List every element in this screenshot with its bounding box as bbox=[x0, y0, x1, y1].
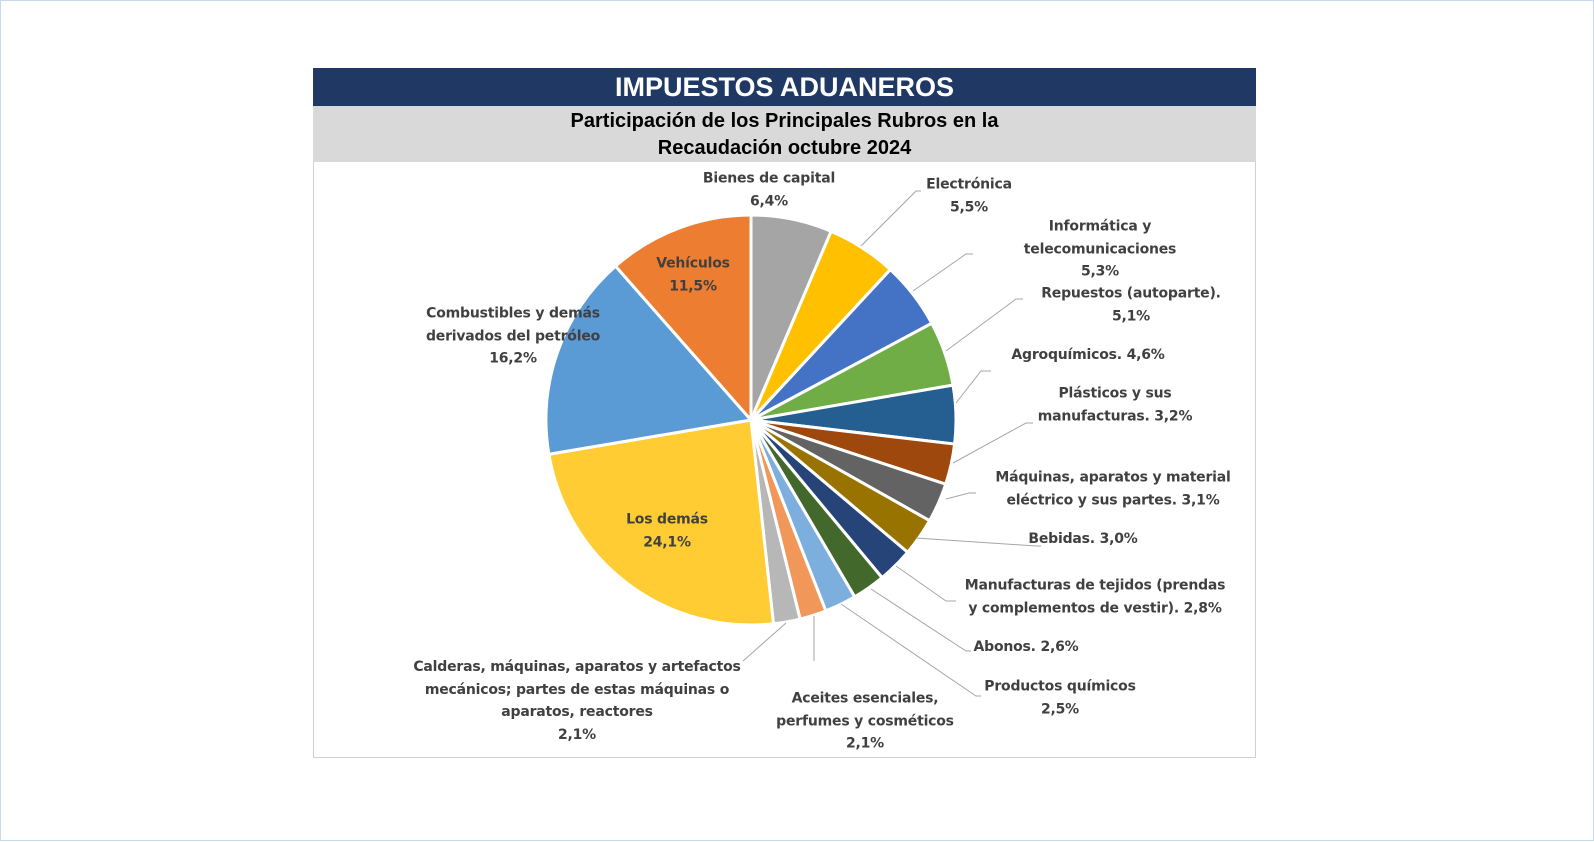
slice-label: Máquinas, aparatos y material eléctrico y… bbox=[995, 467, 1230, 512]
leader-line bbox=[915, 537, 1041, 547]
slice-label-line: Bebidas. 3,0% bbox=[1028, 530, 1138, 547]
slice-label-line: aparatos, reactores bbox=[501, 704, 653, 720]
slice-label-line: derivados del petróleo bbox=[425, 327, 601, 344]
leader-line bbox=[870, 588, 971, 652]
slice-label-line: Plásticos y sus bbox=[1058, 385, 1172, 402]
slice-label: Repuestos (autoparte). 5,1% bbox=[1041, 283, 1221, 328]
leader-line bbox=[945, 298, 1023, 352]
leader-line bbox=[742, 622, 787, 662]
slice-label: Combustibles y demás derivados del petról… bbox=[426, 302, 600, 370]
pie-slice bbox=[544, 264, 754, 456]
slice-label-line: manufacturas. 3,2% bbox=[1037, 408, 1193, 424]
slice-label-line: 5,3% bbox=[1080, 263, 1120, 280]
slice-label-line: 2,1% bbox=[845, 735, 885, 752]
slice-label: Aceites esenciales, perfumes y cosméticos… bbox=[776, 687, 954, 755]
slice-label-line: Bienes de capital bbox=[702, 170, 836, 187]
slice-label-line: Máquinas, aparatos y material bbox=[995, 469, 1231, 486]
slice-label: Plásticos y sus manufacturas. 3,2% bbox=[1038, 383, 1193, 428]
slice-label-line: Informática y bbox=[1048, 218, 1152, 235]
slice-label: Bebidas. 3,0% bbox=[1028, 528, 1137, 551]
slice-label-line: Vehículos bbox=[656, 255, 730, 272]
slice-label-line: Combustibles y demás bbox=[426, 305, 600, 322]
slice-label-line: y complementos de vestir). 2,8% bbox=[968, 600, 1222, 616]
slice-label: Abonos. 2,6% bbox=[973, 636, 1078, 659]
chart-title-line-1: Participación de los Principales Rubros … bbox=[570, 110, 999, 132]
slice-label-line: Calderas, máquinas, aparatos y artefacto… bbox=[413, 659, 741, 675]
slice-label-line: 5,5% bbox=[949, 199, 989, 215]
leader-line bbox=[952, 422, 1033, 464]
leader-line bbox=[860, 190, 921, 247]
slice-label-line: perfumes y cosméticos bbox=[776, 712, 954, 729]
leader-line bbox=[840, 603, 981, 697]
slice-label: Informática y telecomunicaciones 5,3% bbox=[1023, 215, 1177, 283]
slice-label: Manufacturas de tejidos (prendas y comple… bbox=[965, 575, 1226, 620]
leader-line bbox=[912, 253, 973, 292]
slice-label-line: Electrónica bbox=[926, 176, 1012, 193]
leader-line bbox=[945, 492, 976, 500]
slice-label: Productos químicos 2,5% bbox=[984, 676, 1136, 721]
chart-title: Participación de los Principales Rubros … bbox=[313, 106, 1256, 162]
slice-label-line: Los demás bbox=[626, 511, 708, 528]
slice-label: Electrónica 5,5% bbox=[926, 174, 1012, 219]
chart-title-line-2: Recaudación octubre 2024 bbox=[657, 137, 912, 159]
slice-label: Vehículos 11,5% bbox=[656, 253, 730, 298]
slice-label-line: mecánicos; partes de estas máquinas o bbox=[424, 681, 730, 698]
leader-line bbox=[895, 565, 956, 602]
pie-slice bbox=[547, 418, 776, 627]
slice-label-line: telecomunicaciones bbox=[1023, 240, 1177, 257]
header-title: IMPUESTOS ADUANEROS bbox=[313, 68, 1256, 106]
slice-label-line: Manufacturas de tejidos (prendas bbox=[964, 577, 1226, 594]
slice-label-line: 24,1% bbox=[643, 534, 691, 550]
slice-label-line: Productos químicos bbox=[984, 678, 1136, 695]
slice-label-line: 5,1% bbox=[1111, 308, 1151, 324]
slice-label-line: 16,2% bbox=[489, 350, 537, 367]
slice-label-line: 2,1% bbox=[557, 726, 597, 743]
slice-label: Agroquímicos. 4,6% bbox=[1011, 344, 1164, 367]
slice-label: Calderas, máquinas, aparatos y artefacto… bbox=[413, 656, 740, 746]
pie-slice bbox=[613, 213, 753, 424]
slice-label-line: Repuestos (autoparte). bbox=[1041, 285, 1221, 302]
slice-label-line: Abonos. 2,6% bbox=[973, 638, 1079, 655]
slice-label-line: 2,5% bbox=[1040, 701, 1080, 717]
slice-label: Los demás 24,1% bbox=[626, 509, 708, 554]
slice-label-line: Agroquímicos. 4,6% bbox=[1011, 346, 1165, 363]
slice-label-line: Aceites esenciales, bbox=[791, 690, 939, 707]
slice-label-line: eléctrico y sus partes. 3,1% bbox=[1006, 492, 1220, 508]
slice-label-line: 11,5% bbox=[669, 278, 717, 294]
slice-label-line: 6,4% bbox=[749, 193, 789, 209]
slice-label: Bienes de capital 6,4% bbox=[703, 168, 835, 213]
leader-line bbox=[955, 370, 991, 404]
